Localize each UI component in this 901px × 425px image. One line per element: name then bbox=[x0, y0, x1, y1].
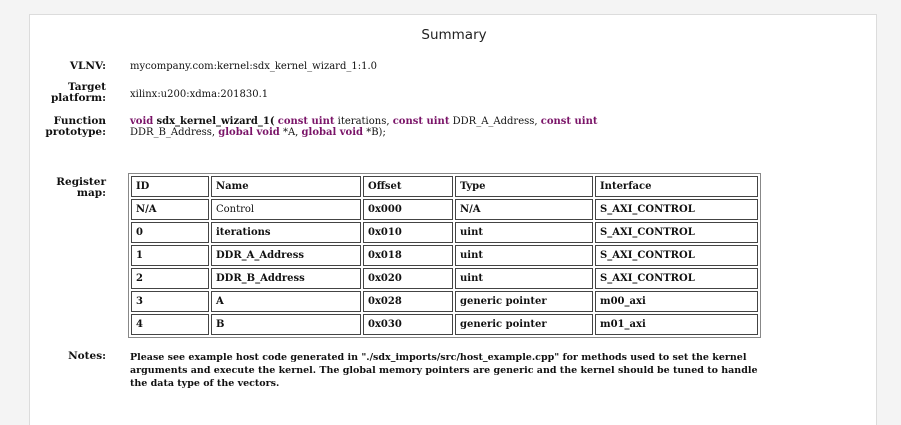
column-header-name: Name bbox=[211, 176, 361, 197]
cell-interface: m00_axi bbox=[595, 291, 758, 312]
register-label-line2: map: bbox=[76, 187, 106, 199]
target-label-line2: platform: bbox=[50, 92, 106, 104]
column-header-type: Type bbox=[455, 176, 593, 197]
cell-interface: S_AXI_CONTROL bbox=[595, 245, 758, 266]
table-header-row: ID Name Offset Type Interface bbox=[131, 176, 758, 197]
table-row: 4 B 0x030 generic pointer m01_axi bbox=[131, 314, 758, 335]
notes-text: Please see example host code generated i… bbox=[130, 352, 758, 389]
arg-ddr-a-address: DDR_A_Address, bbox=[452, 116, 538, 127]
function-name: sdx_kernel_wizard_1( bbox=[156, 116, 275, 127]
page-title: Summary bbox=[421, 27, 487, 43]
table-row: 3 A 0x028 generic pointer m00_axi bbox=[131, 291, 758, 312]
cell-name: B bbox=[211, 314, 361, 335]
summary-panel: Summary VLNV: mycompany.com:kernel:sdx_k… bbox=[29, 14, 877, 425]
column-header-offset: Offset bbox=[363, 176, 453, 197]
arg-ddr-b-address: DDR_B_Address, bbox=[130, 127, 216, 138]
keyword-global-void: global void bbox=[218, 127, 280, 138]
keyword-const-uint: const uint bbox=[277, 116, 335, 127]
register-map-label: Register map: bbox=[56, 177, 106, 199]
keyword-const-uint: const uint bbox=[392, 116, 450, 127]
keyword-const-uint: const uint bbox=[540, 116, 598, 127]
table-row: 0 iterations 0x010 uint S_AXI_CONTROL bbox=[131, 222, 758, 243]
cell-offset: 0x000 bbox=[363, 199, 453, 220]
cell-offset: 0x030 bbox=[363, 314, 453, 335]
cell-id: 0 bbox=[131, 222, 209, 243]
cell-name: DDR_B_Address bbox=[211, 268, 361, 289]
prototype-line2: DDR_B_Address, global void *A, global vo… bbox=[130, 127, 597, 138]
keyword-global-void: global void bbox=[301, 127, 364, 138]
cell-offset: 0x028 bbox=[363, 291, 453, 312]
cell-interface: S_AXI_CONTROL bbox=[595, 268, 758, 289]
vlnv-label: VLNV: bbox=[69, 60, 106, 72]
cell-name: Control bbox=[211, 199, 361, 220]
cell-interface: S_AXI_CONTROL bbox=[595, 222, 758, 243]
cell-type: uint bbox=[455, 222, 593, 243]
arg-a: *A, bbox=[282, 127, 299, 138]
column-header-interface: Interface bbox=[595, 176, 758, 197]
table-row: 1 DDR_A_Address 0x018 uint S_AXI_CONTROL bbox=[131, 245, 758, 266]
keyword-void: void bbox=[130, 116, 154, 127]
function-label-line1: Function bbox=[53, 115, 106, 127]
cell-type: uint bbox=[455, 245, 593, 266]
cell-interface: m01_axi bbox=[595, 314, 758, 335]
cell-name: iterations bbox=[211, 222, 361, 243]
prototype-line1: void sdx_kernel_wizard_1( const uint ite… bbox=[130, 116, 597, 127]
function-label-line2: prototype: bbox=[45, 126, 106, 138]
cell-id: 3 bbox=[131, 291, 209, 312]
arg-b: *B); bbox=[366, 127, 386, 138]
target-platform-label: Target platform: bbox=[51, 82, 106, 104]
target-platform-value: xilinx:u200:xdma:201830.1 bbox=[130, 89, 269, 100]
table-row: N/A Control 0x000 N/A S_AXI_CONTROL bbox=[131, 199, 758, 220]
cell-type: generic pointer bbox=[455, 314, 593, 335]
register-map-table: ID Name Offset Type Interface N/A Contro… bbox=[128, 173, 761, 338]
arg-iterations: iterations, bbox=[337, 116, 390, 127]
function-prototype-value: void sdx_kernel_wizard_1( const uint ite… bbox=[130, 116, 597, 138]
target-label-line1: Target bbox=[67, 81, 106, 93]
cell-type: generic pointer bbox=[455, 291, 593, 312]
table-row: 2 DDR_B_Address 0x020 uint S_AXI_CONTROL bbox=[131, 268, 758, 289]
cell-id: 1 bbox=[131, 245, 209, 266]
cell-name: DDR_A_Address bbox=[211, 245, 361, 266]
function-prototype-label: Function prototype: bbox=[45, 116, 106, 138]
cell-type: uint bbox=[455, 268, 593, 289]
cell-id: N/A bbox=[131, 199, 209, 220]
cell-offset: 0x018 bbox=[363, 245, 453, 266]
cell-id: 4 bbox=[131, 314, 209, 335]
register-label-line1: Register bbox=[56, 176, 106, 188]
column-header-id: ID bbox=[131, 176, 209, 197]
cell-interface: S_AXI_CONTROL bbox=[595, 199, 758, 220]
cell-offset: 0x020 bbox=[363, 268, 453, 289]
cell-id: 2 bbox=[131, 268, 209, 289]
notes-label: Notes: bbox=[68, 350, 106, 362]
cell-name: A bbox=[211, 291, 361, 312]
cell-type: N/A bbox=[455, 199, 593, 220]
vlnv-value: mycompany.com:kernel:sdx_kernel_wizard_1… bbox=[130, 61, 377, 72]
cell-offset: 0x010 bbox=[363, 222, 453, 243]
